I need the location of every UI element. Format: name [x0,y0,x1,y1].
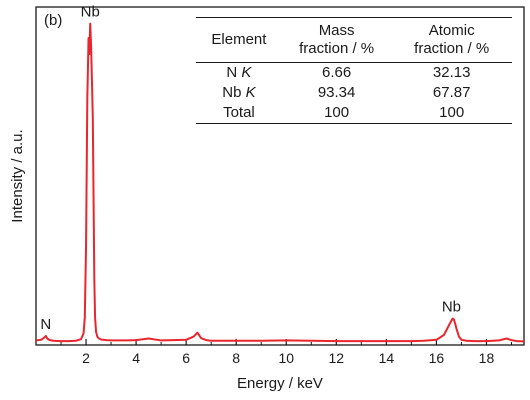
x-axis-title: Energy / keV [237,375,323,392]
x-tick-label: 8 [232,350,240,366]
element-symbol: Total [223,104,255,121]
plot-frame [35,6,525,346]
cell-mass: 100 [281,103,392,124]
table-row: Total 100 100 [196,103,512,124]
cell-mass: 6.66 [322,64,352,81]
x-tick-label: 6 [182,350,190,366]
header-element: Element [196,17,282,63]
x-tick-label: 2 [82,350,90,366]
peak-label: Nb [442,299,461,316]
cell-atomic: 67.87 [432,84,471,101]
table-row: N K 6.66 32.13 [196,63,512,84]
cell-element: Total [196,103,282,124]
table-header-row: Element Mass fraction / % Atomic fractio… [196,17,512,63]
xray-line: K [241,64,252,81]
x-tick-label: 16 [429,350,445,366]
header-atomic-fraction: Atomic fraction / % [391,17,512,63]
header-mass-line1: Mass [318,22,355,39]
x-axis-tick-labels: 2 4 6 8 10 12 14 16 18 [82,350,494,366]
header-atomic-line2: fraction / % [414,40,490,57]
cell-mass: 93.34 [317,84,356,101]
header-element-text: Element [211,31,267,48]
header-mass-fraction: Mass fraction / % [281,17,392,63]
xray-line: K [245,84,256,101]
header-mass-line2: fraction / % [299,40,375,57]
cell-atomic: 32.13 [432,64,471,81]
spectrum-line [35,22,525,343]
y-axis-title: Intensity / a.u. [9,129,26,222]
x-tick-label: 18 [479,350,495,366]
peak-label: N [40,316,51,333]
x-tick-label: 10 [278,350,294,366]
x-tick-label: 4 [132,350,140,366]
cell-atomic: 100 [391,103,512,124]
element-symbol: N [226,64,238,81]
cell-element: N K [196,63,282,84]
element-symbol: Nb [222,84,242,101]
panel-label: (b) [44,12,62,29]
composition-table: Element Mass fraction / % Atomic fractio… [196,17,512,124]
cell-element: Nb K [196,83,282,103]
x-tick-label: 14 [379,350,395,366]
peak-annotations: Nb N Nb [40,4,461,333]
peak-label: Nb [81,4,100,21]
x-tick-label: 12 [329,350,345,366]
header-atomic-line1: Atomic [428,22,475,39]
table-row: Nb K 93.34 67.87 [196,83,512,103]
